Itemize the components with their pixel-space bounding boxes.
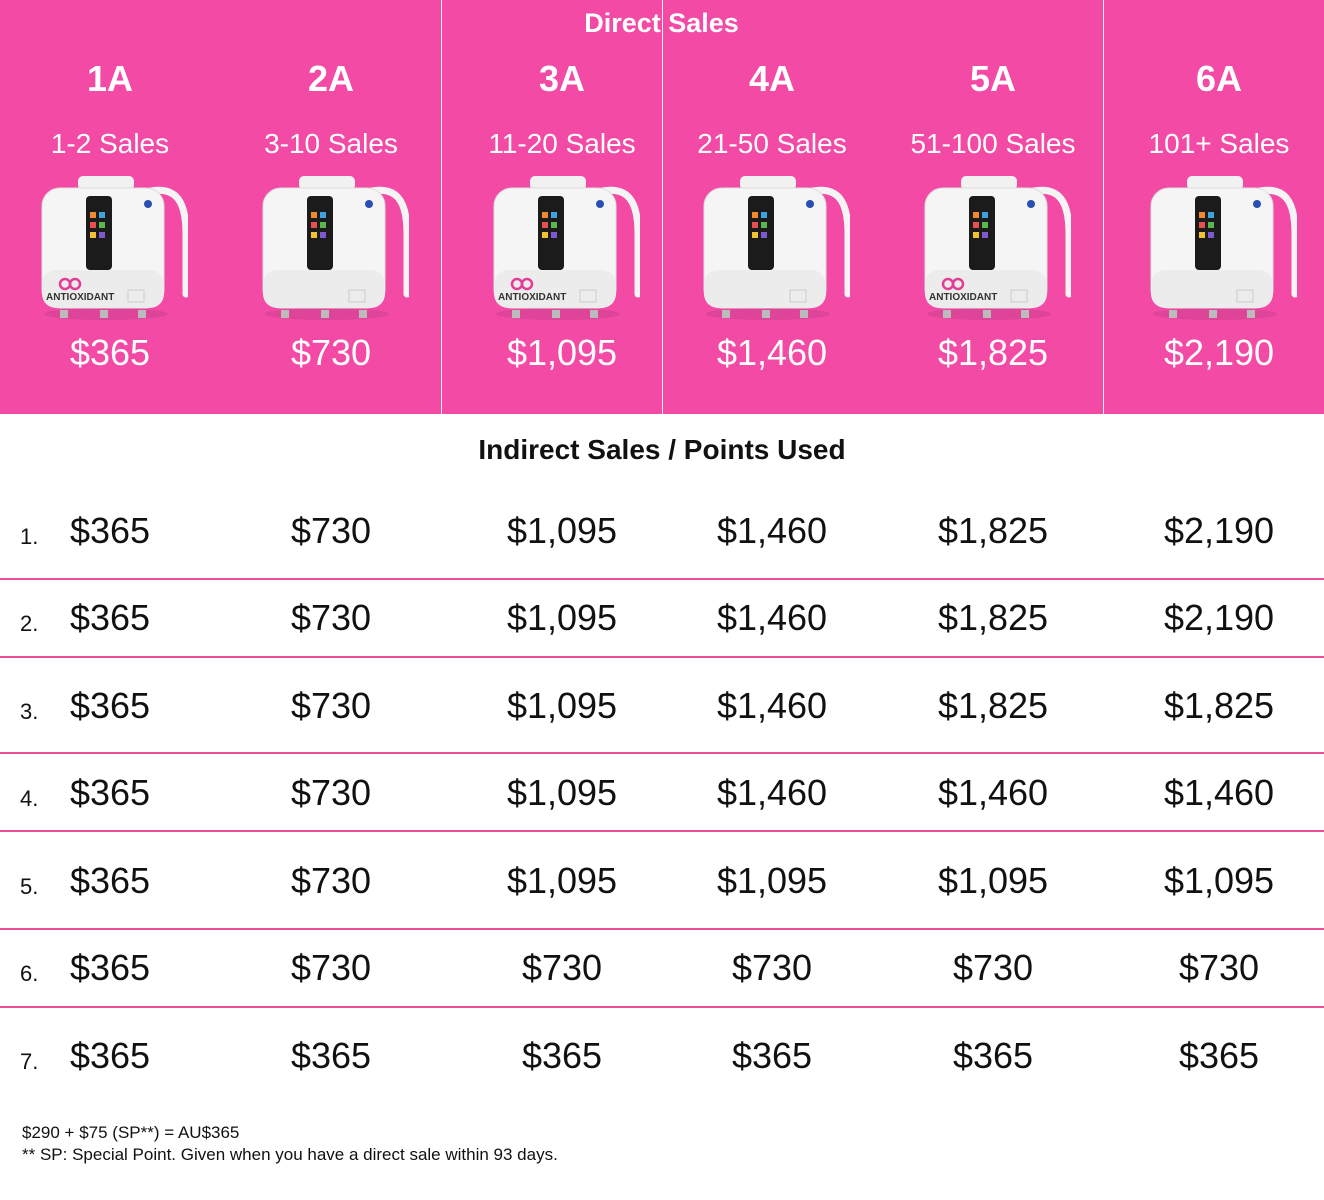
table-cell: $1,095 <box>716 860 828 901</box>
row-number: 3. <box>20 699 39 724</box>
row-number: 2. <box>20 611 39 636</box>
table-cell: $365 <box>1178 1035 1260 1076</box>
antioxidant-badge-label: ANTIOXIDANT <box>929 292 997 303</box>
table-cell: $1,095 <box>506 772 618 813</box>
tier-price: $1,460 <box>716 332 828 373</box>
table-cell: $365 <box>69 860 151 901</box>
tier-price: $2,190 <box>1163 332 1275 373</box>
table-cell: $365 <box>521 1035 603 1076</box>
table-cell: $730 <box>290 685 372 726</box>
water-ionizer-machine-icon: ANTIOXIDANT <box>490 174 642 322</box>
row-divider <box>0 830 1324 832</box>
table-cell: $730 <box>731 947 813 988</box>
table-cell: $365 <box>731 1035 813 1076</box>
row-divider <box>0 752 1324 754</box>
water-ionizer-machine-icon <box>700 174 852 322</box>
column-divider <box>662 0 663 414</box>
indirect-sales-title: Indirect Sales / Points Used <box>478 434 846 465</box>
table-cell: $730 <box>290 947 372 988</box>
table-cell: $365 <box>69 597 151 638</box>
table-cell: $1,825 <box>1163 685 1275 726</box>
table-cell: $1,095 <box>506 597 618 638</box>
column-divider <box>1103 0 1104 414</box>
tier-price: $1,825 <box>937 332 1049 373</box>
table-cell: $365 <box>69 947 151 988</box>
table-cell: $1,095 <box>1163 860 1275 901</box>
table-cell: $1,460 <box>716 597 828 638</box>
table-cell: $365 <box>69 510 151 551</box>
table-cell: $365 <box>69 772 151 813</box>
row-divider <box>0 1006 1324 1008</box>
table-cell: $730 <box>290 860 372 901</box>
tier-price: $730 <box>290 332 372 373</box>
row-number: 7. <box>20 1049 39 1074</box>
tier-3a: 3A 11-20 Sales ANTIOXIDANT $1,095 <box>452 0 672 414</box>
row-divider <box>0 578 1324 580</box>
row-number: 4. <box>20 786 39 811</box>
table-cell: $1,825 <box>937 510 1049 551</box>
table-cell: $1,095 <box>506 860 618 901</box>
tier-4a: 4A 21-50 Sales $1,460 <box>662 0 882 414</box>
row-divider <box>0 656 1324 658</box>
tier-2a: 2A 3-10 Sales $730 <box>221 0 441 414</box>
table-cell: $1,460 <box>937 772 1049 813</box>
water-ionizer-machine-icon: ANTIOXIDANT <box>38 174 190 322</box>
table-cell: $730 <box>521 947 603 988</box>
table-cell: $365 <box>952 1035 1034 1076</box>
table-cell: $730 <box>952 947 1034 988</box>
antioxidant-badge-label: ANTIOXIDANT <box>498 292 566 303</box>
tier-sales-range: 51-100 Sales <box>910 128 1076 159</box>
table-cell: $1,460 <box>1163 772 1275 813</box>
table-cell: $2,190 <box>1163 597 1275 638</box>
table-cell: $365 <box>69 1035 151 1076</box>
tier-code: 4A <box>748 58 796 99</box>
tier-code: 3A <box>538 58 586 99</box>
tier-6a: 6A 101+ Sales $2,190 <box>1109 0 1324 414</box>
tier-sales-range: 3-10 Sales <box>264 128 398 159</box>
row-divider <box>0 928 1324 930</box>
water-ionizer-machine-icon <box>259 174 411 322</box>
tier-code: 6A <box>1195 58 1243 99</box>
table-cell: $1,460 <box>716 685 828 726</box>
antioxidant-badge-label: ANTIOXIDANT <box>46 292 114 303</box>
table-cell: $1,825 <box>937 597 1049 638</box>
row-number: 5. <box>20 874 39 899</box>
water-ionizer-machine-icon: ANTIOXIDANT <box>921 174 1073 322</box>
table-cell: $1,095 <box>937 860 1049 901</box>
table-cell: $1,460 <box>716 772 828 813</box>
tier-code: 5A <box>969 58 1017 99</box>
table-cell: $365 <box>290 1035 372 1076</box>
tier-sales-range: 101+ Sales <box>1148 128 1290 159</box>
tier-sales-range: 11-20 Sales <box>488 128 636 159</box>
table-cell: $1,460 <box>716 510 828 551</box>
direct-sales-title: Direct Sales <box>584 8 739 38</box>
table-cell: $365 <box>69 685 151 726</box>
table-cell: $1,825 <box>937 685 1049 726</box>
water-ionizer-machine-icon <box>1147 174 1299 322</box>
tier-1a: 1A 1-2 Sales ANTIOXIDANT $365 <box>0 0 220 414</box>
footnote-sp-formula: $290 + $75 (SP**) = AU$365 <box>22 1123 240 1142</box>
table-cell: $730 <box>290 510 372 551</box>
footnotes: $290 + $75 (SP**) = AU$365 ** SP: Specia… <box>22 1122 558 1166</box>
column-divider <box>441 0 442 414</box>
table-cell: $1,095 <box>506 510 618 551</box>
tier-price: $365 <box>69 332 151 373</box>
tier-code: 2A <box>307 58 355 99</box>
table-cell: $1,095 <box>506 685 618 726</box>
tier-sales-range: 21-50 Sales <box>697 128 847 159</box>
tier-5a: 5A 51-100 Sales ANTIOXIDANT $1,825 <box>883 0 1103 414</box>
tier-sales-range: 1-2 Sales <box>50 128 170 159</box>
row-number: 1. <box>20 524 39 549</box>
table-cell: $730 <box>290 597 372 638</box>
tier-price: $1,095 <box>506 332 618 373</box>
table-cell: $2,190 <box>1163 510 1275 551</box>
tier-code: 1A <box>86 58 134 99</box>
table-cell: $730 <box>1178 947 1260 988</box>
table-cell: $730 <box>290 772 372 813</box>
footnote-sp-definition: ** SP: Special Point. Given when you hav… <box>22 1145 558 1164</box>
row-number: 6. <box>20 961 39 986</box>
